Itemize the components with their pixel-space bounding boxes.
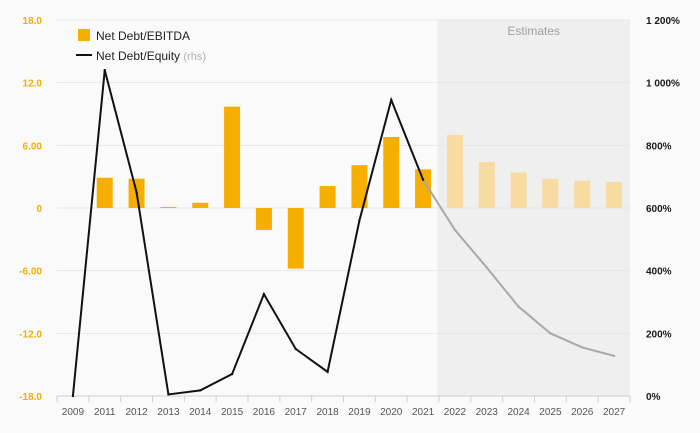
bar-2024 (510, 172, 527, 208)
y-right-tick-label: 600% (646, 204, 672, 215)
bar-2013 (160, 206, 177, 208)
x-tick-label: 2027 (603, 407, 626, 418)
x-tick-label: 2017 (285, 407, 308, 418)
legend-bar-label: Net Debt/EBITDA (96, 29, 190, 43)
y-left-tick-label: 12.0 (23, 79, 43, 90)
y-left-tick-label: 0 (36, 204, 42, 215)
line-point-2019 (358, 219, 361, 222)
line-point-2023 (485, 266, 488, 269)
y-left-tick-label: -12.0 (19, 329, 42, 340)
x-tick-label: 2024 (507, 407, 530, 418)
bar-2018 (319, 186, 336, 208)
y-right-tick-label: 200% (646, 329, 672, 340)
y-left-tick-label: 6.00 (23, 141, 43, 152)
line-actual (71, 69, 425, 397)
legend-line-suffix: (rhs) (183, 51, 206, 63)
line-point-2014 (199, 389, 202, 392)
y-right-tick-label: 0% (646, 392, 661, 403)
x-tick-label: 2011 (94, 407, 116, 418)
line-point-2018 (326, 370, 329, 374)
x-tick-label: 2025 (539, 407, 562, 418)
x-tick-label: 2016 (253, 407, 276, 418)
line-point-2013 (167, 393, 170, 396)
bar-2014 (192, 202, 209, 208)
y-left-tick-label: -6.00 (19, 267, 42, 278)
bar-2027 (606, 181, 623, 208)
estimates-label: Estimates (507, 24, 560, 38)
bar-2016 (255, 208, 272, 230)
bar-2023 (478, 162, 495, 208)
bar-2021 (415, 169, 432, 208)
y-left-tick-label: 18.0 (23, 16, 43, 27)
x-tick-label: 2021 (412, 407, 435, 418)
bar-2020 (383, 136, 400, 208)
line-point-2025 (549, 332, 552, 335)
bar-2019 (351, 165, 368, 208)
bar-2022 (446, 134, 463, 208)
y-right-tick-label: 1 200% (646, 16, 680, 27)
x-tick-label: 2015 (221, 407, 244, 418)
bar-2011 (96, 177, 113, 208)
bar-2026 (574, 180, 591, 208)
line-point-2009 (71, 394, 75, 398)
x-tick-label: 2020 (380, 407, 403, 418)
line-point-2011 (103, 68, 106, 72)
line-point-2022 (453, 228, 457, 232)
x-tick-label: 2018 (316, 407, 339, 418)
x-tick-label: 2019 (348, 407, 371, 418)
x-tick-label: 2013 (157, 407, 180, 418)
line-point-2027 (612, 354, 616, 358)
bar-2025 (542, 178, 559, 208)
x-tick-label: 2022 (444, 407, 467, 418)
x-tick-label: 2012 (125, 407, 148, 418)
line-point-2026 (581, 346, 584, 349)
line-point-2015 (230, 372, 234, 376)
legend-bar-swatch (78, 29, 90, 41)
y-right-tick-label: 800% (646, 141, 672, 152)
bar-2015 (224, 106, 241, 208)
line-point-2017 (294, 347, 297, 351)
y-left-tick-label: -18.0 (19, 392, 42, 403)
y-right-tick-label: 1 000% (646, 79, 680, 90)
line-point-2024 (517, 305, 520, 308)
x-tick-label: 2023 (476, 407, 499, 418)
line-point-2020 (390, 98, 393, 102)
line-point-2021 (421, 178, 425, 181)
x-tick-label: 2009 (62, 407, 85, 418)
bar-2017 (287, 208, 304, 269)
x-tick-label: 2026 (571, 407, 594, 418)
line-point-2012 (135, 191, 138, 194)
legend-line-label: Net Debt/Equity (rhs) (96, 49, 206, 63)
y-right-tick-label: 400% (646, 267, 672, 278)
line-point-2016 (262, 292, 266, 296)
x-tick-label: 2014 (189, 407, 212, 418)
